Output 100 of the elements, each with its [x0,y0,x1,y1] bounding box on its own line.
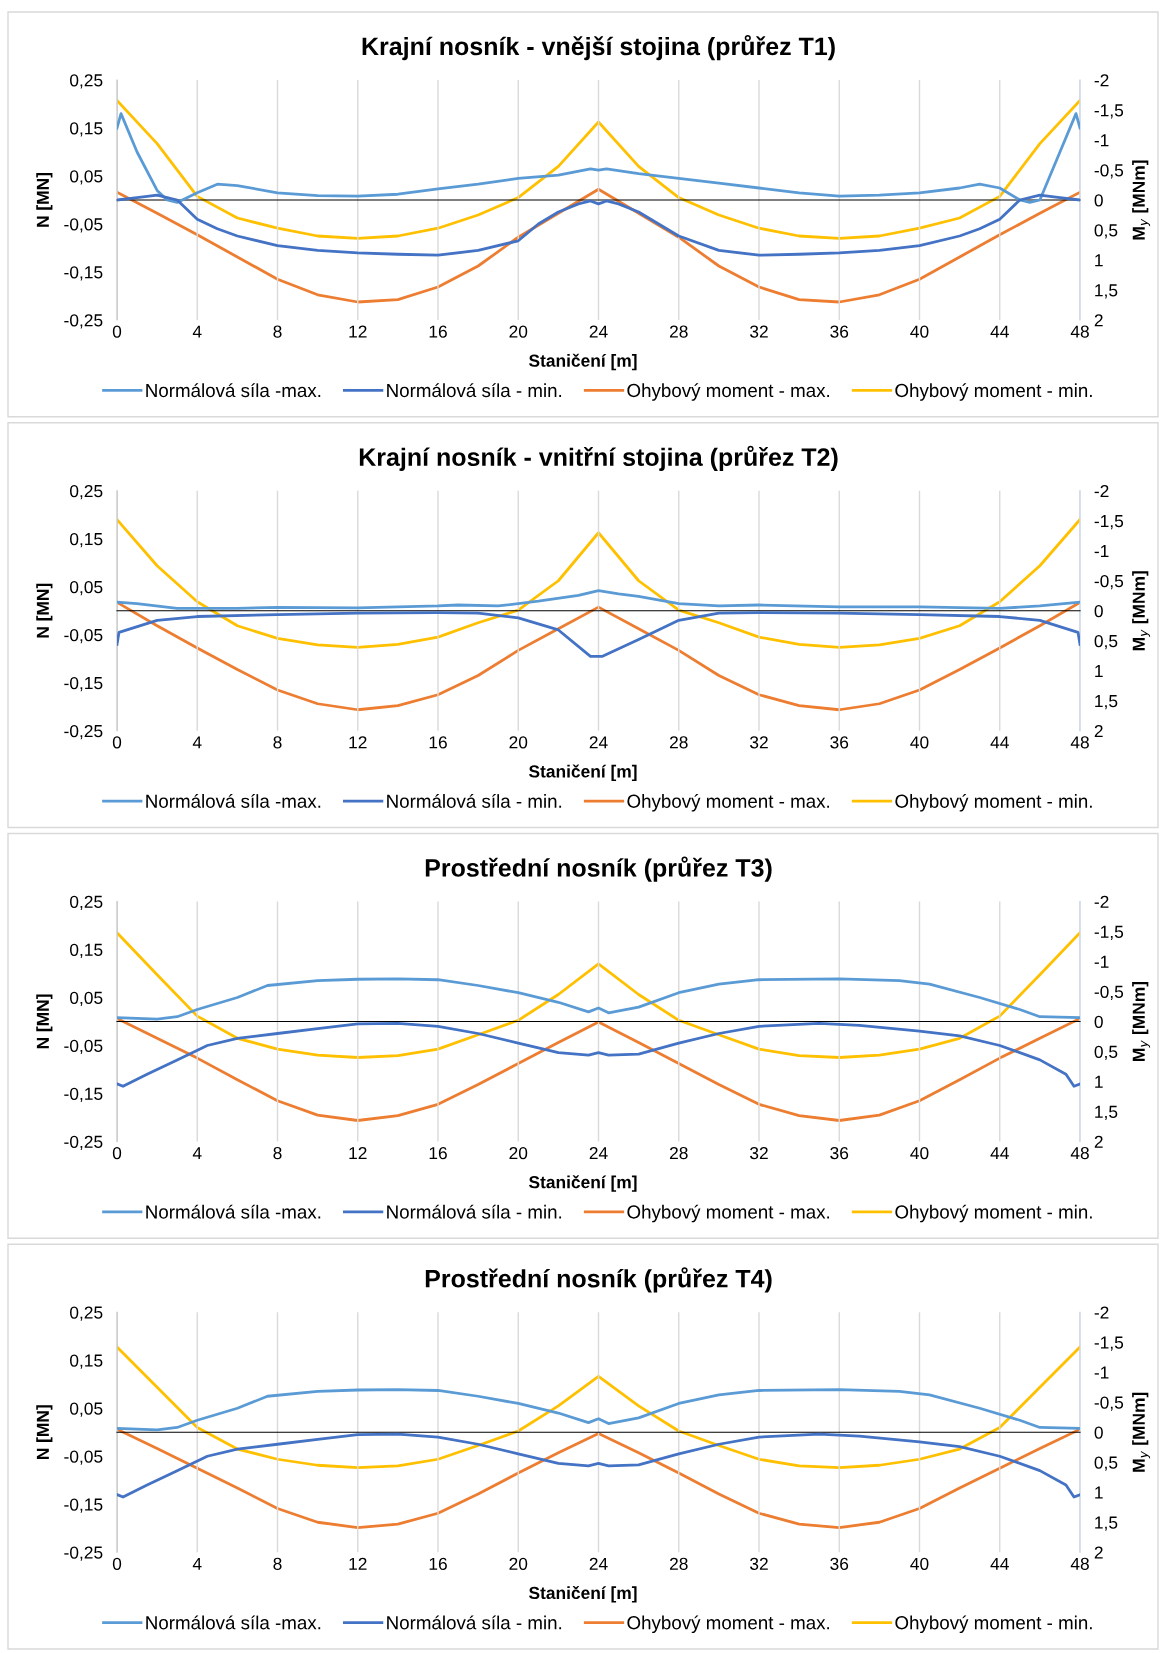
legend-label: Normálová síla -max. [146,1615,321,1630]
y2-tick-label: -2 [1094,74,1109,87]
line-series [117,1432,1080,1499]
y2-tick-label: 1,5 [1095,284,1118,299]
x-tick-label: 0 [112,1557,122,1570]
x-axis-title: Staničení [m] [529,1585,637,1603]
legend-label: Normálová síla - min. [387,1615,562,1630]
x-tick-label: 12 [349,736,367,749]
y2-tick-label: -2 [1094,1306,1109,1319]
y2-tick-label: 1,5 [1095,695,1118,710]
y-axis-title: N [MN] [36,583,53,638]
legend-label: Normálová síla - min. [387,793,562,808]
x-axis-title: Staničení [m] [529,353,637,371]
chart-title: Prostřední nosník (průřez T3) [425,856,772,882]
x-tick-label: 36 [830,736,849,749]
y-tick-label: 0,05 [70,1402,103,1417]
y2-tick-label: 1 [1095,1486,1103,1499]
y-tick-label: -0,25 [64,314,103,329]
x-tick-label: 40 [910,1557,929,1570]
y2-tick-label: -1,5 [1094,925,1124,941]
legend-label: Normálová síla - min. [387,383,562,398]
line-series [117,589,1080,610]
legend-label: Ohybový moment - max. [627,1615,830,1634]
y2-tick-label: 0 [1094,194,1103,207]
x-tick-label: 20 [509,1146,528,1160]
x-tick-label: 40 [910,736,929,749]
x-tick-label: 4 [192,1557,202,1570]
x-tick-label: 24 [589,325,608,338]
y2-axis-title: M$_{y}$ [MNm] [1132,160,1151,240]
y2-tick-label: 0 [1094,1426,1103,1439]
y-tick-label: 0,05 [70,170,103,185]
x-tick-label: 36 [830,1146,849,1160]
x-tick-label: 16 [429,1146,447,1160]
y2-tick-label: 0 [1094,604,1103,618]
y2-tick-label: 1,5 [1095,1516,1118,1531]
line-series [117,1388,1080,1432]
y-tick-label: 0,15 [70,943,103,959]
y2-tick-label: -1,5 [1094,1336,1124,1351]
x-tick-label: 24 [589,1146,608,1160]
y-tick-label: -0,15 [64,1498,103,1513]
y2-tick-label: 1,5 [1095,1105,1118,1121]
x-tick-label: 40 [910,325,929,338]
line-series [117,518,1080,649]
x-tick-label: 48 [1070,1146,1089,1160]
legend-label: Ohybový moment - min. [895,383,1092,401]
legend-label: Ohybový moment - min. [895,793,1092,812]
line-series [117,977,1080,1021]
legend-label: Normálová síla -max. [146,383,321,398]
chart-title: Prostřední nosník (průřez T4) [425,1267,772,1293]
y2-tick-label: 0,5 [1094,1456,1118,1471]
line-series [117,1022,1080,1088]
x-tick-label: 32 [750,1557,768,1570]
y-tick-label: -0,05 [64,1039,103,1055]
legend-label: Ohybový moment - max. [627,1204,830,1223]
legend-label: Ohybový moment - max. [627,383,830,401]
line-series [117,112,1080,204]
y-axis-title: N [MN] [36,1405,53,1460]
line-series [117,1345,1080,1470]
y-tick-label: 0,25 [70,1306,103,1321]
x-tick-label: 12 [349,325,367,338]
y-tick-label: 0,25 [70,484,103,500]
y2-tick-label: 2 [1094,724,1103,738]
y2-tick-label: 0,5 [1094,224,1118,239]
y-tick-label: 0,15 [70,122,103,137]
legend-label: Normálová síla -max. [146,793,321,808]
legend-label: Ohybový moment - min. [895,1615,1092,1634]
y2-tick-label: 0 [1094,1015,1103,1028]
x-tick-label: 20 [509,325,528,338]
y-tick-label: -0,05 [64,1450,103,1465]
x-tick-label: 4 [192,325,202,338]
x-tick-label: 12 [349,1557,367,1570]
x-tick-label: 0 [112,736,122,749]
x-tick-label: 48 [1070,1557,1089,1570]
line-series [117,1427,1080,1530]
y-tick-label: -0,25 [64,724,103,740]
x-tick-label: 28 [669,1146,688,1160]
x-tick-label: 44 [990,1557,1009,1570]
y2-tick-label: -1 [1094,1366,1109,1379]
x-tick-label: 8 [273,1146,282,1160]
y2-tick-label: 0,5 [1094,1045,1118,1061]
y-tick-label: 0,15 [70,1354,103,1369]
y2-tick-label: -0,5 [1094,985,1124,1001]
x-tick-label: 28 [669,325,688,338]
y-tick-label: -0,25 [64,1546,103,1561]
x-tick-label: 44 [990,1147,1009,1160]
x-tick-label: 20 [509,1557,528,1570]
chart-title: Krajní nosník - vnější stojina (průřez T1) [362,34,835,61]
line-series [117,99,1080,240]
y2-tick-label: 0,5 [1094,634,1118,650]
y2-tick-label: -1 [1094,134,1109,147]
y-axis-title: N [MN] [36,173,53,227]
y-tick-label: 0,15 [70,532,103,548]
x-tick-label: 24 [589,1557,608,1570]
y-tick-label: -0,05 [64,628,103,644]
x-tick-label: 48 [1070,325,1089,338]
x-tick-label: 40 [910,1146,929,1160]
y-tick-label: 0,25 [70,895,103,911]
y-tick-label: -0,15 [64,1087,103,1103]
x-tick-label: 20 [509,736,528,749]
x-tick-label: 24 [589,736,608,749]
